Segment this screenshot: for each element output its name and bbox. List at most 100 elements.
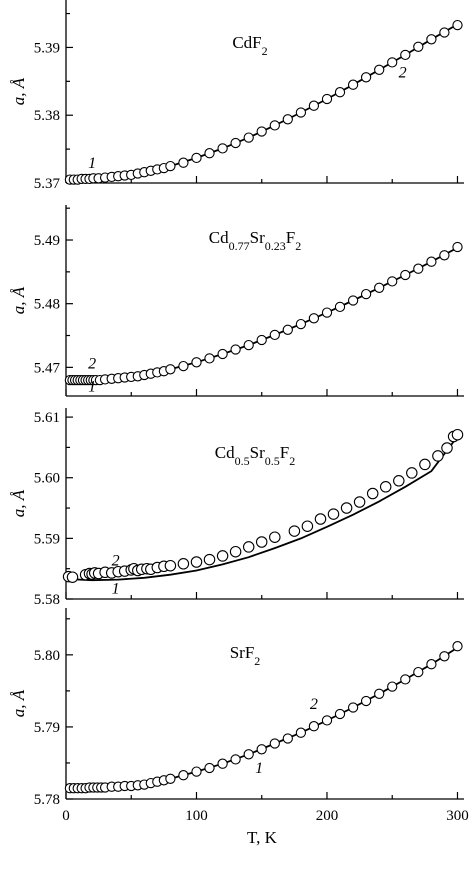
data-point: [334, 301, 346, 313]
y-axis-label: a, Å: [9, 489, 28, 517]
panel-title: CdF2: [232, 33, 267, 58]
data-point: [243, 749, 254, 760]
data-point: [269, 738, 280, 749]
data-point: [360, 72, 372, 83]
data-point: [191, 357, 202, 368]
data-point: [308, 100, 320, 111]
data-point: [165, 364, 176, 375]
data-point: [400, 269, 411, 281]
x-axis: 0 100 200 300 T, K: [62, 808, 468, 847]
data-point: [295, 727, 307, 738]
data-point: [295, 107, 307, 118]
data-point: [426, 256, 437, 267]
data-point: [230, 137, 241, 149]
panel-title: Cd0.5Sr0.5F2: [215, 443, 295, 468]
curve-label: 1: [88, 379, 96, 396]
data-point: [165, 773, 176, 784]
data-point: [374, 688, 385, 699]
data-point: [426, 34, 437, 45]
y-tick-label: 5.60: [34, 471, 60, 487]
data-point: [321, 93, 333, 105]
data-point: [191, 152, 202, 164]
data-point: [203, 553, 216, 566]
data-point: [439, 250, 450, 261]
data-point: [387, 57, 398, 68]
data-point: [301, 520, 314, 532]
data-point: [243, 339, 254, 351]
y-tick-label: 5.47: [34, 360, 61, 376]
data-point: [282, 733, 293, 744]
data-point: [256, 126, 267, 137]
data-point: [178, 770, 189, 781]
y-tick-label: 5.39: [34, 40, 60, 56]
data-point: [374, 64, 385, 75]
x-tick-label: 0: [62, 808, 70, 824]
data-point: [230, 344, 241, 355]
data-point: [256, 334, 267, 346]
panel-2: 5.47 5.48 5.49 a, Å Cd0.77Sr0.23F2 2 1: [9, 205, 464, 397]
data-point: [334, 87, 346, 98]
data-point: [282, 324, 293, 335]
data-point: [393, 475, 405, 487]
data-point: [452, 241, 463, 253]
y-tick-label: 5.59: [34, 531, 60, 547]
data-point: [353, 496, 366, 508]
data-point: [295, 318, 307, 330]
data-point: [164, 559, 177, 572]
data-point: [66, 571, 79, 583]
fit-curve: [65, 435, 459, 582]
y-tick-label: 5.61: [34, 410, 60, 426]
data-point: [413, 263, 424, 274]
data-point: [400, 49, 411, 61]
y-tick-label: 5.49: [34, 233, 60, 249]
data-point: [314, 513, 327, 525]
y-axis-label: a, Å: [9, 286, 28, 314]
data-point: [452, 19, 463, 31]
data-point: [217, 758, 228, 769]
data-point: [400, 674, 411, 685]
y-tick-label: 5.38: [34, 108, 60, 124]
data-point: [432, 450, 444, 462]
data-point: [204, 762, 215, 774]
data-point: [178, 360, 189, 372]
x-tick-label: 300: [446, 808, 469, 824]
data-point: [347, 79, 359, 90]
data-point: [191, 766, 202, 777]
curve-label: 2: [399, 64, 407, 81]
data-point: [256, 744, 267, 755]
data-point: [165, 160, 176, 172]
data-point: [347, 702, 359, 713]
curve-label: 1: [112, 581, 120, 598]
y-tick-label: 5.80: [34, 648, 60, 664]
data-point: [282, 114, 293, 125]
x-axis-label: T, K: [247, 828, 278, 847]
data-point: [308, 313, 320, 324]
data-point: [439, 27, 450, 38]
data-point: [255, 536, 268, 548]
curve-label: 1: [255, 760, 263, 777]
data-point: [413, 666, 424, 678]
data-point: [452, 641, 463, 652]
data-point: [242, 541, 255, 553]
y-tick-label: 5.48: [34, 297, 60, 313]
curve-label: 2: [88, 356, 96, 373]
data-point: [374, 282, 385, 293]
data-point: [269, 329, 280, 341]
panels: 5.37 5.38 5.39 a, Å CdF2 1 2 5.47 5.48 5.49 a, Å Cd…: [9, 0, 464, 808]
panel-4: 5.78 5.79 5.80 a, Å SrF2 2 1: [9, 608, 464, 808]
data-point: [216, 550, 229, 562]
curve-label: 2: [112, 553, 120, 570]
data-point: [217, 143, 228, 154]
y-tick-label: 5.58: [34, 592, 60, 608]
data-point: [288, 525, 301, 537]
fit-curve: [65, 246, 458, 380]
data-point: [334, 708, 346, 720]
data-point: [406, 467, 418, 479]
data-point: [439, 651, 450, 662]
data-point: [204, 353, 215, 364]
data-point: [413, 41, 424, 52]
data-point: [441, 442, 453, 454]
x-tick-label: 100: [185, 808, 208, 824]
y-tick-label: 5.78: [34, 792, 60, 808]
